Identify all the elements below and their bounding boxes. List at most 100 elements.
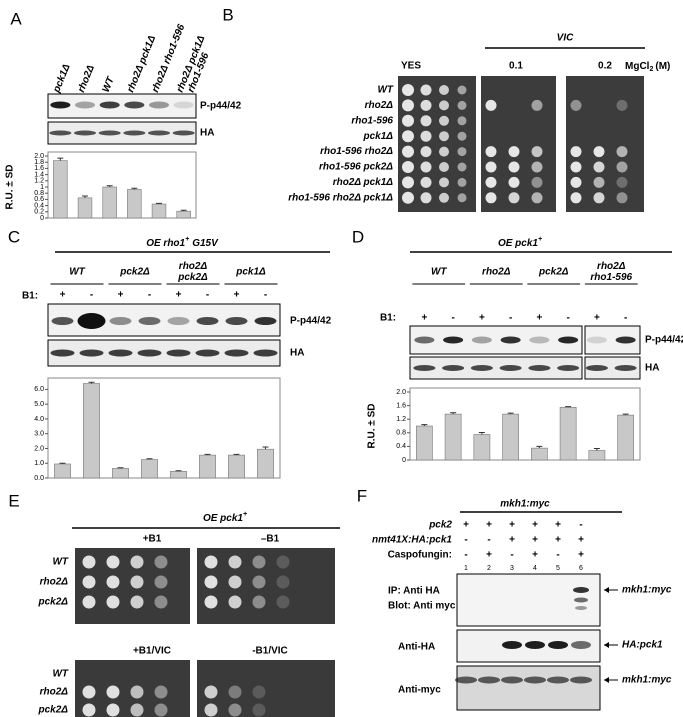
header: VIC: [557, 33, 574, 44]
spot: [420, 176, 432, 188]
band: [571, 641, 591, 649]
sign: -: [509, 313, 512, 324]
spot: [82, 575, 96, 589]
spot: [276, 575, 290, 589]
band: [500, 336, 521, 344]
lane-number: 5: [556, 565, 560, 572]
title-part: OE pck1: [498, 238, 538, 249]
spot: [402, 99, 414, 112]
title-part: OE pck1: [203, 513, 243, 524]
spot: [508, 176, 520, 188]
y-tick-label: 1: [40, 184, 44, 191]
spot: [154, 575, 168, 589]
error-bar: [262, 446, 269, 450]
sign: +: [176, 290, 182, 301]
blot-label: P-p44/42: [645, 335, 683, 346]
band: [123, 130, 146, 136]
band: [501, 676, 523, 684]
spot: [402, 130, 414, 143]
group-label: WT: [69, 267, 85, 278]
title-part: +: [243, 511, 247, 518]
lane-label: WT: [101, 75, 117, 94]
spot: [457, 147, 467, 157]
band: [499, 365, 522, 371]
band: [50, 101, 71, 109]
y-tick-label: 1.4: [34, 171, 44, 178]
spot: [82, 703, 96, 717]
title-part: +: [185, 236, 189, 243]
row-label: pck2: [428, 520, 452, 531]
bar: [176, 210, 191, 219]
blot: [409, 325, 583, 355]
y-tick-label: 2.0: [396, 389, 406, 396]
band: [108, 349, 133, 357]
strain-label: WT: [377, 85, 393, 96]
bar: [228, 454, 245, 479]
plate-label: -B1/VIC: [252, 646, 288, 657]
spot: [508, 192, 520, 204]
bar: [53, 160, 68, 219]
plate-label: 0.1: [509, 61, 523, 72]
unit: MgCl2 (M): [625, 61, 670, 73]
sign: +: [532, 550, 538, 561]
sign: -: [451, 313, 454, 324]
error-bar: [421, 424, 428, 426]
sign: +: [234, 290, 240, 301]
spot: [457, 162, 467, 172]
sign: +: [555, 535, 561, 546]
blot: [409, 356, 583, 380]
spot: [228, 595, 242, 609]
sign: +: [594, 313, 600, 324]
plate: [398, 76, 476, 212]
band: [74, 130, 96, 136]
spot: [508, 146, 520, 158]
band: [138, 317, 161, 325]
strain-label: pck2Δ: [37, 705, 68, 716]
panel-label: E: [8, 491, 19, 510]
band: [50, 349, 75, 357]
bar: [54, 463, 71, 479]
group-label: pck2Δ: [119, 267, 150, 278]
error-bar: [233, 453, 240, 456]
spot: [439, 85, 449, 95]
error-bar: [57, 157, 64, 161]
spot: [204, 703, 218, 717]
spot: [439, 100, 449, 111]
bar: [151, 203, 167, 219]
blot-label: HA: [200, 128, 214, 139]
group-label: pck2Δ: [538, 267, 569, 278]
bar: [559, 406, 577, 461]
error-bar: [117, 467, 124, 469]
blot: [584, 356, 641, 380]
sign: +: [555, 520, 561, 531]
bar: [199, 454, 216, 479]
sign: -: [206, 290, 209, 301]
spot: [531, 146, 543, 158]
strain-label: rho1-596 pck2Δ: [319, 162, 393, 173]
blot: [47, 93, 197, 119]
lane-label: rho2Δ: [76, 63, 97, 94]
band: [196, 317, 219, 325]
spot: [252, 703, 266, 717]
y-tick-label: 1.2: [396, 416, 406, 423]
spot: [420, 146, 432, 158]
spot: [228, 703, 242, 717]
unit-part: (M): [655, 61, 670, 72]
lane-number: 6: [579, 565, 583, 572]
band: [254, 317, 277, 325]
band: [528, 365, 551, 371]
spot: [130, 595, 144, 609]
spot: [616, 146, 628, 158]
spot: [485, 99, 497, 111]
error-bar: [507, 412, 514, 415]
strain-label: pck1Δ: [362, 131, 393, 142]
plot-area: [47, 151, 197, 219]
band: [455, 676, 477, 684]
error-bar: [536, 445, 543, 449]
spot: [457, 116, 467, 126]
band: [547, 676, 569, 684]
sign: +: [509, 535, 515, 546]
error-bar: [106, 185, 113, 187]
band: [224, 349, 249, 357]
blot-label: HA: [290, 348, 304, 359]
